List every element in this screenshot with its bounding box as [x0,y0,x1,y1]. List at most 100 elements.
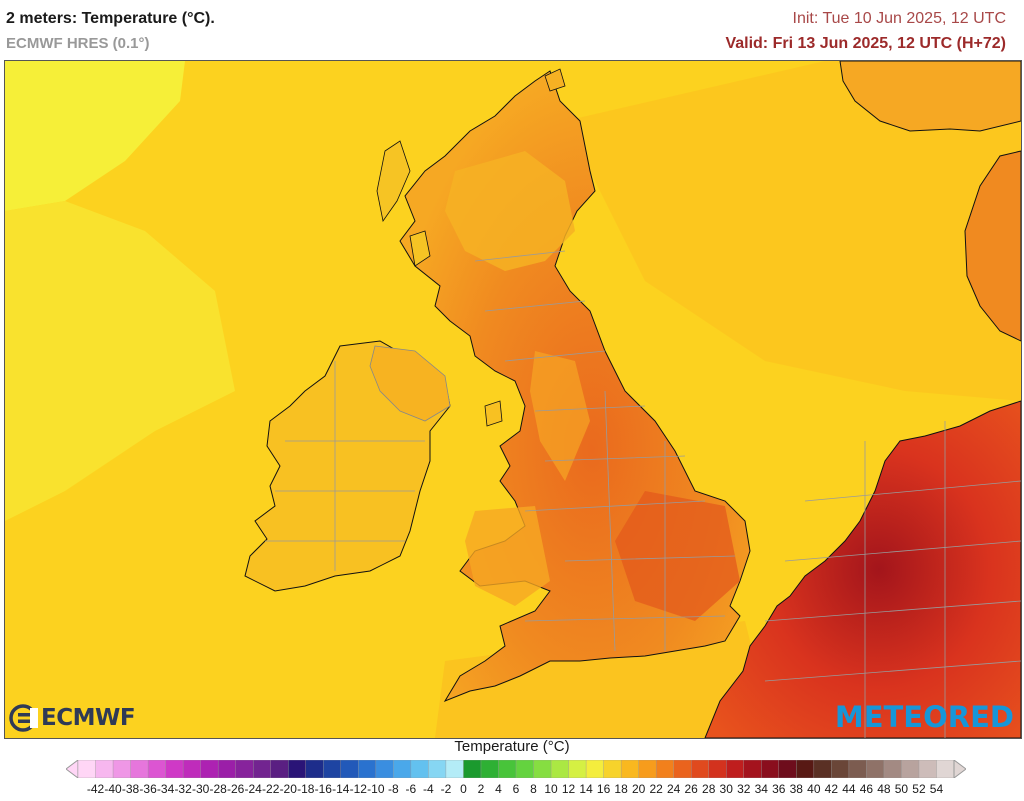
legend-tick-label: 44 [842,782,856,796]
legend-tick-label: 28 [702,782,716,796]
legend-min-arrow [66,760,79,778]
legend-swatch [165,760,184,778]
legend-swatch [305,760,324,778]
legend-tick-label: -4 [423,782,434,796]
legend-swatch [883,760,903,778]
ecmwf-logo: ECMWF [8,704,136,732]
legend-swatch [235,760,254,778]
warm-sea-east [565,61,1021,401]
northern-ireland-land [369,345,451,422]
highlands-patch [445,151,575,271]
legend-swatch [480,760,500,778]
legend-tick-label: 20 [631,782,646,796]
legend-tick-label: 24 [666,782,681,796]
legend-swatch [252,760,272,778]
legend-swatch [217,760,237,778]
hebrides-islands [376,140,431,267]
legend-tick-label: -34 [156,782,175,796]
legend-swatch [340,760,360,778]
legend-swatch [77,760,97,778]
ecmwf-logo-text: ECMWF [41,705,136,731]
legend-swatch [515,760,535,778]
legend-tick-label: -30 [191,782,210,796]
legend-swatch [936,760,955,778]
legend-tick-label: -26 [227,782,245,796]
legend-tick-labels: -42 -40 -38 -36 -34 -32 -30 -28 -26 -24 -22 -20 -18-… [0,782,1024,798]
legend-swatch [726,760,745,778]
legend-swatch [848,760,868,778]
legend-tick-label: -16 [314,782,332,796]
legend-tick-label: -28 [209,782,227,796]
denmark-land [964,150,1021,342]
legend-swatch [691,760,710,778]
cool-sea-northwest [5,61,185,211]
legend-swatch [182,760,202,778]
legend-tick-label: 16 [596,782,611,796]
legend-swatch [831,760,850,778]
legend-swatch [288,760,307,778]
legend-swatch [393,760,412,778]
model-name: ECMWF HRES (0.1°) [6,35,150,52]
legend-tick-label: 30 [719,782,733,796]
legend-swatch [130,760,149,778]
legend-swatch [200,760,219,778]
legend-tick-label: 32 [737,782,751,796]
legend-tick-label: -42 [86,782,105,796]
legend-tick-label: -6 [405,782,417,796]
legend-tick-label: 48 [877,782,891,796]
legend-tick-label: 14 [579,782,593,796]
legend-tick-label: 6 [512,782,520,796]
legend-swatch [358,760,377,778]
legend-swatch [568,760,587,778]
legend-tick-label: -38 [121,782,140,796]
temperature-map[interactable] [4,60,1022,739]
legend-swatch [410,760,430,778]
legend-tick-label: 36 [772,782,786,796]
legend-max-arrow [953,760,966,778]
legend-tick-label: 4 [495,782,502,796]
continent-land [704,400,1021,738]
legend-swatch [95,760,114,778]
init-time: Init: Tue 10 Jun 2025, 12 UTC [792,10,1006,27]
map-title: 2 meters: Temperature (°C). [6,10,215,27]
legend-tick-label: 22 [649,782,663,796]
legend-swatch [585,760,605,778]
legend-tick-label: -14 [332,782,350,796]
legend-title: Temperature (°C) [454,738,570,755]
legend-swatch [620,760,640,778]
legend-tick-label: -12 [349,782,367,796]
legend-tick-label: 38 [789,782,803,796]
legend-tick-label: 12 [561,782,576,796]
legend-swatch [778,760,798,778]
legend-tick-label: 50 [894,782,909,796]
legend-tick-label: 18 [614,782,628,796]
legend-swatch [428,760,447,778]
legend-tick-label: -2 [440,782,452,796]
legend-swatch [375,760,395,778]
legend-tick-label: 54 [929,782,944,796]
cool-sea-west [5,201,235,521]
legend-swatch [112,760,132,778]
east-anglia-patch [615,491,740,621]
legend-tick-label: 2 [477,782,485,796]
legend-tick-label: 42 [824,782,839,796]
legend-swatch [655,760,675,778]
legend-swatch [761,760,780,778]
pennines-patch [530,351,590,481]
legend-swatch [270,760,289,778]
legend-tick-label: 40 [807,782,821,796]
legend-tick-label: -36 [139,782,157,796]
legend-tick-label: 10 [544,782,558,796]
legend-swatch [638,760,657,778]
map-canvas [5,61,1021,738]
legend-tick-label: -20 [279,782,297,796]
legend-tick-label: 0 [460,782,467,796]
legend-swatch [498,760,517,778]
legend-swatch [866,760,885,778]
legend-swatch [147,760,167,778]
valid-time: Valid: Fri 13 Jun 2025, 12 UTC (H+72) [725,35,1006,52]
ecmwf-mark-icon [9,704,38,732]
legend-tick-label: 52 [912,782,926,796]
legend-swatch [550,760,570,778]
legend-swatch [901,760,920,778]
